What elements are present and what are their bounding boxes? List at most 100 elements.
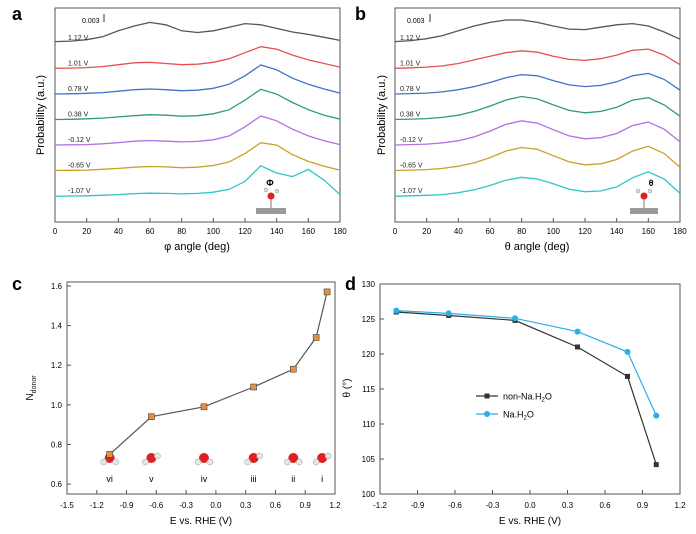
panel-b-series-label: 1.01 V bbox=[400, 61, 421, 68]
panel-c-data-point bbox=[200, 403, 208, 411]
panel-c-chart: -1.5 -1.2 -0.9 -0.6 -0.3 0.0 0.3 0.6 0.9 1.2 0.6 0.… bbox=[25, 281, 341, 527]
panel-c-xtick-label: 0.0 bbox=[210, 501, 222, 510]
legend-text: non-Na.H bbox=[503, 392, 542, 402]
panel-d-xlabel: E vs. RHE (V) bbox=[499, 516, 561, 527]
panel-c-xtick-label: -1.5 bbox=[60, 501, 74, 510]
panel-c-data-point bbox=[323, 288, 331, 296]
panel-a-series-label: 0.78 V bbox=[68, 86, 89, 93]
panel-c-data-point bbox=[290, 365, 297, 373]
panel-d-ytick-label: 105 bbox=[362, 455, 376, 464]
panel-a-series-label: 1.12 V bbox=[68, 35, 89, 42]
panel-d-xtick-label: 1.2 bbox=[674, 501, 686, 510]
panel-b-xtick-label: 160 bbox=[642, 227, 656, 236]
panel-d-data-point bbox=[624, 348, 631, 355]
panel-a-chart: 1.12 V 1.01 V 0.78 V 0.38 V -0.12 V -0.65 V -1… bbox=[35, 7, 347, 253]
panel-d-letter: d bbox=[345, 274, 356, 294]
panel-a-series-line bbox=[54, 115, 341, 146]
water-hydrogen-icon bbox=[324, 452, 332, 460]
panel-c-xtick-label: 0.3 bbox=[240, 501, 252, 510]
panel-b-ylabel: Probability (a.u.) bbox=[376, 75, 388, 155]
water-oxygen-icon bbox=[317, 453, 328, 463]
panel-b-scalebar-label: 0.003 bbox=[407, 18, 425, 25]
panel-d-xtick-label: 0.0 bbox=[524, 501, 536, 510]
panel-d-ylabel: θ (°) bbox=[342, 379, 353, 398]
panel-d-chart: -1.2 -0.9 -0.6 -0.3 0.0 0.3 0.6 0.9 1.2 100 105 110… bbox=[342, 280, 686, 527]
panel-c-data-point bbox=[106, 451, 113, 458]
panel-a-molecule-inset: Φ bbox=[256, 178, 286, 214]
panel-c-data-point bbox=[250, 383, 257, 391]
panel-d-legend-marker bbox=[484, 393, 490, 399]
panel-c-xlabel: E vs. RHE (V) bbox=[170, 516, 232, 527]
panel-c-ytick-label: 1.2 bbox=[51, 361, 63, 370]
panel-a-xtick-label: 60 bbox=[146, 227, 155, 236]
panel-b-xtick-label: 100 bbox=[547, 227, 561, 236]
water-hydrogen-icon bbox=[154, 452, 161, 460]
panel-a-inset-oxygen bbox=[267, 192, 275, 200]
panel-d-series-line bbox=[396, 310, 657, 416]
panel-c-letter: c bbox=[12, 274, 22, 294]
panel-c-data-point bbox=[148, 413, 155, 421]
panel-b-inset-oxygen bbox=[640, 192, 648, 200]
panel-c-ytick-label: 1.4 bbox=[51, 322, 63, 331]
water-hydrogen-icon bbox=[256, 452, 263, 460]
panel-c-ytick-label: 0.8 bbox=[51, 440, 63, 449]
panel-b-xtick-label: 0 bbox=[393, 227, 398, 236]
panel-b-inset-hydrogen bbox=[635, 188, 641, 194]
water-hydrogen-icon bbox=[194, 458, 202, 466]
panel-d-data-point bbox=[653, 462, 659, 468]
panel-a-series-line bbox=[54, 46, 341, 69]
panel-a-series-line bbox=[54, 21, 341, 43]
water-hydrogen-icon bbox=[244, 458, 251, 466]
panel-d-xtick-label: 0.3 bbox=[562, 501, 574, 510]
panel-d-data-point bbox=[574, 328, 581, 335]
panel-c-ylabel-sub: donor bbox=[31, 375, 38, 394]
panel-d-legend-label: non-Na.H2O bbox=[503, 392, 552, 404]
panel-c-ylabel: Ndonor bbox=[25, 375, 38, 401]
panel-c-series-line bbox=[109, 291, 328, 455]
panel-d-ytick-label: 100 bbox=[362, 490, 376, 499]
panel-a-series-label: -1.07 V bbox=[68, 188, 91, 195]
panel-d-xtick-label: 0.9 bbox=[637, 501, 649, 510]
panel-d-data-point bbox=[625, 373, 630, 379]
panel-a-scalebar-label: 0.003 bbox=[82, 18, 100, 25]
water-oxygen-icon bbox=[146, 453, 157, 463]
panel-a-xtick-label: 160 bbox=[302, 227, 316, 236]
panel-d-ytick-label: 120 bbox=[362, 350, 376, 359]
panel-a-inset-hydrogen bbox=[274, 188, 280, 194]
panel-a-xtick-label: 0 bbox=[53, 227, 58, 236]
panel-a-xtick-label: 80 bbox=[177, 227, 186, 236]
panel-c-ytick-label: 1.6 bbox=[51, 282, 63, 291]
panel-c-molecule-label: vi bbox=[106, 474, 113, 484]
panel-d-legend-marker bbox=[484, 411, 490, 417]
panel-d-data-point bbox=[575, 344, 580, 350]
panel-a-letter: a bbox=[12, 4, 23, 24]
panel-a-xtick-label: 140 bbox=[270, 227, 284, 236]
panel-b-xtick-label: 80 bbox=[517, 227, 526, 236]
panel-c-molecule-label: v bbox=[149, 474, 154, 484]
panel-a-xtick-label: 40 bbox=[114, 227, 123, 236]
legend-subscript: 2 bbox=[524, 416, 528, 422]
panel-c-ytick-label: 0.6 bbox=[51, 480, 63, 489]
water-hydrogen-icon bbox=[206, 458, 214, 466]
legend-text: O bbox=[527, 410, 534, 420]
panel-b-series-label: 0.38 V bbox=[400, 112, 421, 119]
panel-a-inset-hydrogen bbox=[263, 187, 269, 193]
panel-d-ytick-label: 115 bbox=[362, 385, 375, 394]
panel-d-data-point bbox=[512, 315, 518, 322]
panel-a-plot-frame bbox=[54, 7, 341, 223]
water-oxygen-icon bbox=[248, 453, 259, 463]
water-hydrogen-icon bbox=[312, 458, 320, 466]
panel-a-xtick-label: 100 bbox=[207, 227, 221, 236]
panel-b-xtick-label: 120 bbox=[578, 227, 592, 236]
panel-b-xtick-label: 60 bbox=[486, 227, 495, 236]
panel-b-xtick-label: 180 bbox=[673, 227, 687, 236]
panel-a-xtick-label: 20 bbox=[82, 227, 91, 236]
panel-a-series-label: -0.12 V bbox=[68, 137, 91, 144]
panel-c-ylabel-main: N bbox=[25, 393, 36, 400]
panel-d-xtick-label: -0.3 bbox=[486, 501, 500, 510]
panel-b-xlabel: θ angle (deg) bbox=[505, 241, 570, 253]
panel-a-series-line bbox=[54, 142, 341, 172]
panel-c-molecule-label: i bbox=[321, 474, 323, 484]
